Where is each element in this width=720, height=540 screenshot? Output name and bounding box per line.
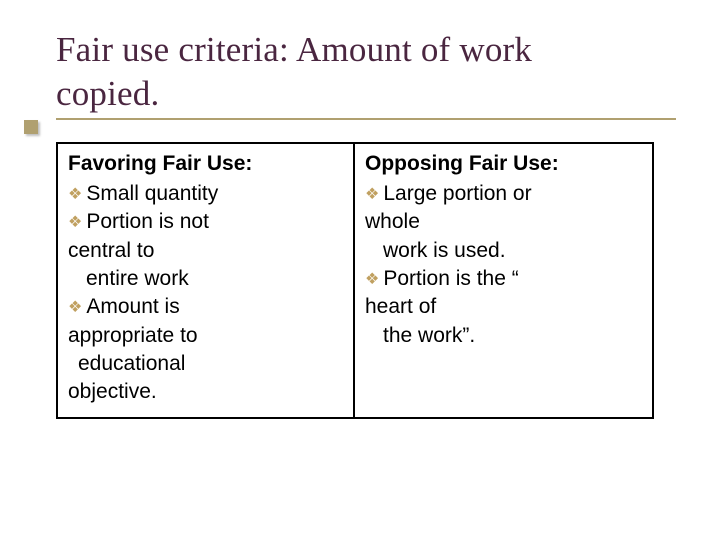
continuation: whole	[365, 208, 642, 236]
continuation: appropriate to	[68, 322, 343, 350]
continuation: heart of	[365, 293, 642, 321]
continuation: entire work	[68, 265, 343, 293]
title-line-2: copied.	[56, 74, 159, 113]
continuation: objective.	[68, 378, 343, 406]
slide-title: Fair use criteria: Amount of work copied…	[56, 28, 676, 120]
item-text: Large portion or	[383, 182, 531, 205]
item-text: Amount is	[86, 295, 179, 318]
list-item: ❖Amount is	[68, 293, 343, 321]
accent-square	[24, 120, 38, 134]
opposing-column: Opposing Fair Use: ❖Large portion or who…	[355, 144, 652, 417]
comparison-table: Favoring Fair Use: ❖Small quantity ❖Port…	[56, 142, 654, 419]
favoring-column: Favoring Fair Use: ❖Small quantity ❖Port…	[58, 144, 355, 417]
continuation: educational	[68, 350, 343, 378]
title-line-1: Fair use criteria: Amount of work	[56, 30, 532, 69]
list-item: ❖Portion is the “	[365, 265, 642, 293]
list-item: ❖Large portion or	[365, 180, 642, 208]
diamond-icon: ❖	[68, 299, 86, 316]
diamond-icon: ❖	[365, 271, 383, 288]
slide: Fair use criteria: Amount of work copied…	[0, 0, 720, 540]
diamond-icon: ❖	[365, 186, 383, 203]
list-item: ❖Small quantity	[68, 180, 343, 208]
continuation: central to	[68, 237, 343, 265]
item-text: Portion is the “	[383, 267, 518, 290]
continuation: the work”.	[365, 322, 642, 350]
list-item: ❖Portion is not	[68, 208, 343, 236]
opposing-header: Opposing Fair Use:	[365, 150, 642, 178]
item-text: Portion is not	[86, 210, 209, 233]
favoring-header: Favoring Fair Use:	[68, 150, 343, 178]
diamond-icon: ❖	[68, 214, 86, 231]
continuation: work is used.	[365, 237, 642, 265]
item-text: Small quantity	[86, 182, 218, 205]
diamond-icon: ❖	[68, 186, 86, 203]
